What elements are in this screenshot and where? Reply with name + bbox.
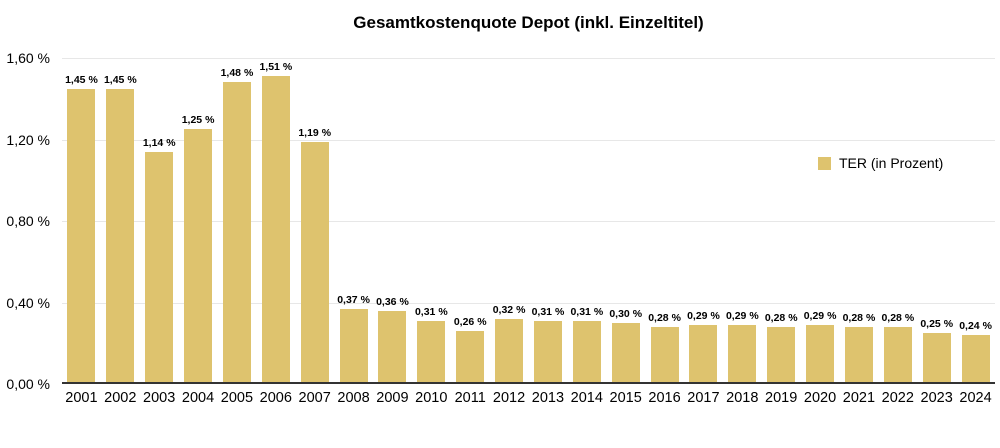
x-axis-tick-label: 2002: [104, 390, 137, 406]
bar-value-label: 0,25 %: [920, 318, 954, 331]
bar-value-label: 0,37 %: [337, 293, 370, 306]
x-axis-tick-label: 2006: [259, 390, 292, 406]
bar-value-label: 1,45 %: [103, 73, 137, 86]
bar-value-label: 0,29 %: [725, 309, 759, 322]
bar-value-label: 0,31 %: [531, 305, 565, 318]
bar-value-label: 1,25 %: [181, 114, 215, 127]
gridline: [62, 58, 995, 59]
bar-2017: [689, 324, 718, 382]
bar-value-label: 1,48 %: [220, 67, 254, 80]
x-axis-tick-label: 2023: [920, 390, 953, 406]
x-axis-tick-label: 2008: [337, 390, 370, 406]
bar-value-label: 0,28 %: [842, 311, 876, 324]
bar-2008: [339, 308, 368, 382]
x-axis-tick-label: 2012: [492, 390, 526, 406]
x-axis-tick-label: 2018: [726, 390, 759, 406]
x-axis-tick-label: 2010: [415, 390, 448, 406]
x-axis-line: [62, 382, 995, 384]
gridline: [62, 302, 995, 304]
bar-2006: [261, 76, 290, 382]
bar-value-label: 1,51 %: [259, 61, 293, 74]
bar-value-label: 0,28 %: [764, 311, 798, 324]
bar-value-label: 0,26 %: [453, 316, 487, 329]
bar-2012: [495, 318, 524, 382]
bar-2016: [650, 326, 679, 382]
x-axis-tick-label: 2001: [65, 390, 98, 406]
y-axis-tick-label: 0,40 %: [6, 294, 50, 311]
y-axis-tick-label: 1,20 %: [6, 131, 50, 148]
x-axis-tick-label: 2005: [220, 390, 254, 406]
x-axis-tick-label: 2015: [609, 390, 642, 406]
bar-value-label: 0,28 %: [648, 311, 681, 324]
x-axis-tick-label: 2016: [648, 390, 681, 406]
x-axis-tick-label: 2017: [687, 390, 720, 406]
y-axis-tick-label: 0,80 %: [6, 213, 50, 229]
x-axis-tick-label: 2022: [881, 390, 914, 406]
bar-2009: [378, 310, 407, 382]
bar-2020: [806, 324, 835, 382]
bar-2010: [417, 320, 446, 382]
bar-2011: [456, 331, 485, 382]
x-axis-tick-label: 2019: [765, 390, 798, 406]
bar-2005: [222, 82, 251, 382]
bar-2018: [728, 324, 757, 382]
bar-2023: [922, 333, 951, 382]
bar-2022: [883, 326, 912, 382]
bar-value-label: 0,30 %: [609, 307, 643, 320]
x-axis-tick-label: 2007: [298, 390, 331, 406]
bar-2019: [767, 326, 796, 382]
bar-value-label: 0,24 %: [959, 320, 992, 333]
bar-2014: [572, 320, 601, 382]
legend-swatch-icon: [818, 156, 831, 170]
bar-2021: [844, 326, 873, 382]
x-axis-tick-label: 2013: [531, 390, 565, 406]
bar-value-label: 0,36 %: [376, 295, 409, 308]
x-axis-tick-label: 2021: [842, 390, 876, 406]
bar-2001: [67, 88, 96, 382]
bar-value-label: 1,19 %: [298, 126, 332, 139]
legend[interactable]: TER (in Prozent): [818, 155, 943, 171]
bar-2007: [300, 141, 329, 382]
bar-2002: [106, 88, 135, 382]
x-axis-tick-label: 2003: [143, 390, 176, 406]
bar-value-label: 1,14 %: [142, 136, 176, 149]
x-axis-tick-label: 2014: [570, 390, 603, 406]
chart-title: Gesamtkostenquote Depot (inkl. Einzeltit…: [353, 13, 704, 32]
x-axis-tick-label: 2011: [454, 390, 486, 406]
bar-2015: [611, 322, 640, 382]
y-axis-tick-label: 1,60 %: [6, 50, 50, 66]
bar-2003: [145, 151, 174, 382]
bar-2004: [184, 129, 213, 382]
bar-value-label: 0,31 %: [570, 305, 604, 318]
bar-value-label: 0,32 %: [492, 303, 526, 316]
bar-value-label: 0,28 %: [881, 311, 915, 324]
gridline: [62, 139, 995, 141]
bar-2024: [961, 335, 990, 382]
gridline: [62, 221, 995, 222]
bar-value-label: 0,31 %: [414, 305, 448, 318]
bar-value-label: 0,29 %: [803, 309, 837, 322]
bar-value-label: 0,29 %: [687, 309, 720, 322]
bar-value-label: 1,45 %: [65, 73, 98, 86]
plot-area: 1,45 % 1,45 % 1,14 % 1,25 % 1,48 % 1,51 % 1,19…: [62, 58, 995, 384]
legend-label: TER (in Prozent): [839, 155, 944, 171]
x-axis-tick-label: 2020: [803, 390, 837, 406]
x-axis-tick-label: 2024: [959, 390, 992, 406]
x-axis-tick-label: 2004: [181, 390, 215, 406]
x-axis-tick-label: 2009: [376, 390, 409, 406]
y-axis-tick-label: 0,00 %: [6, 376, 50, 392]
bar-2013: [533, 320, 562, 382]
